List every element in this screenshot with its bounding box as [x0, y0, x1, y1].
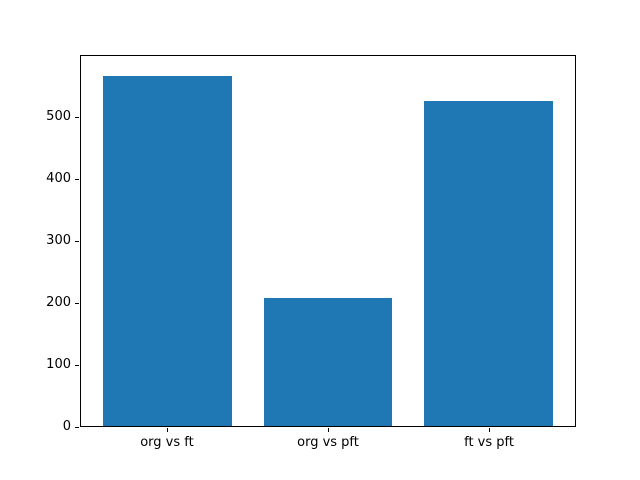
y-tick-label: 100 — [46, 357, 71, 372]
x-tick-mark — [167, 428, 168, 432]
x-tick-label: ft vs pft — [464, 435, 514, 450]
bar-org-vs-ft — [103, 75, 232, 426]
y-tick-mark — [75, 427, 79, 428]
y-tick-label: 300 — [46, 233, 71, 248]
y-tick-mark — [75, 179, 79, 180]
x-tick-mark — [489, 428, 490, 432]
y-tick-mark — [75, 365, 79, 366]
x-tick-label: org vs ft — [140, 435, 194, 450]
x-tick-label: org vs pft — [297, 435, 359, 450]
plot-area — [80, 55, 576, 427]
y-tick-mark — [75, 241, 79, 242]
y-tick-label: 200 — [46, 295, 71, 310]
y-tick-label: 500 — [46, 109, 71, 124]
y-tick-mark — [75, 303, 79, 304]
x-tick-mark — [328, 428, 329, 432]
y-tick-mark — [75, 117, 79, 118]
bar-org-vs-pft — [263, 298, 393, 426]
y-tick-label: 400 — [46, 171, 71, 186]
y-tick-label: 0 — [62, 419, 71, 434]
bar-ft-vs-pft — [424, 101, 553, 426]
